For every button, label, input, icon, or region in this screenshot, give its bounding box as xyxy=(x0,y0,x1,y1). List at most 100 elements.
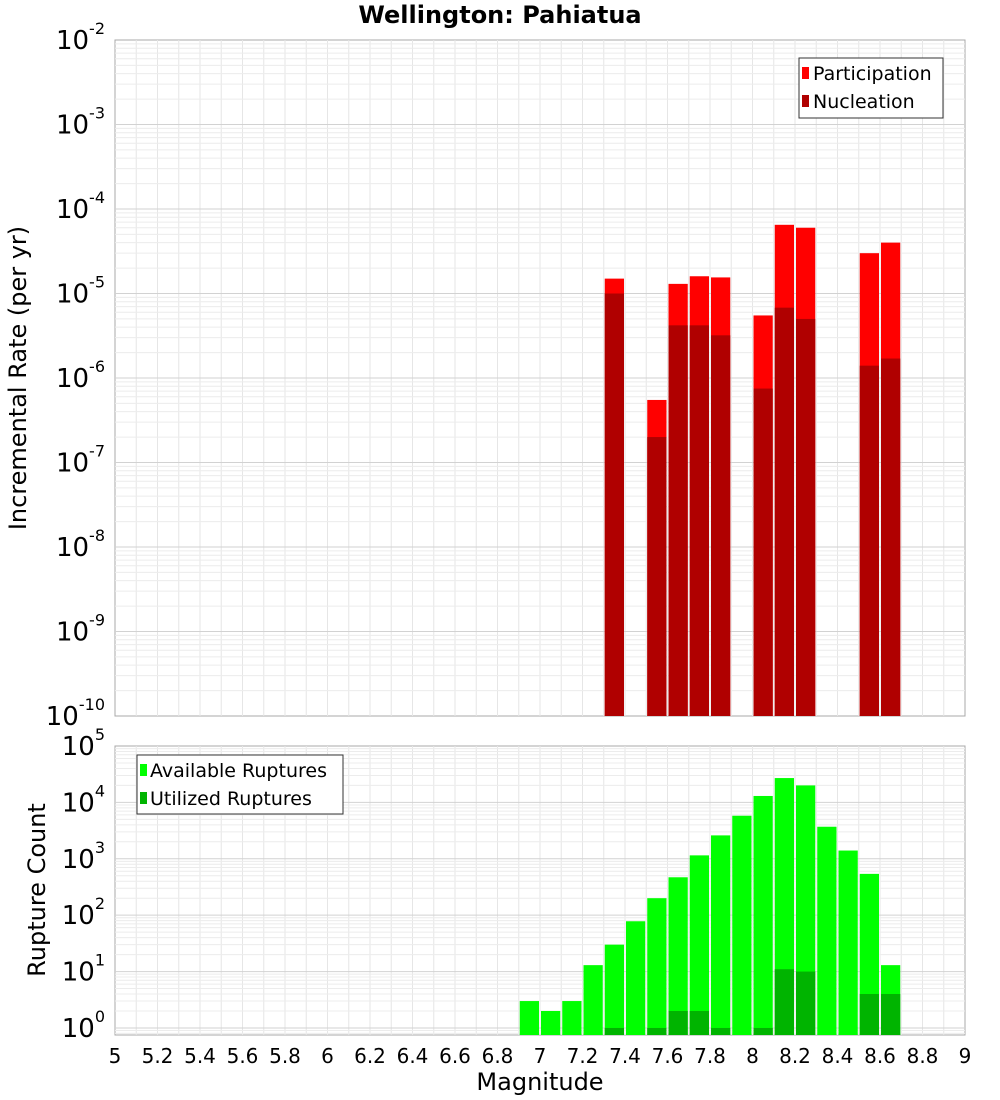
y-tick-base: 10 xyxy=(62,788,95,818)
x-tick-label-7: 7 xyxy=(534,1044,547,1068)
y-tick-exponent: -7 xyxy=(89,442,105,461)
x-tick-label-8-8: 8.8 xyxy=(907,1044,939,1068)
bottom-bars xyxy=(519,778,901,1035)
y-tick-label-rate-e4: 10-4 xyxy=(56,188,105,225)
y-tick-base: 10 xyxy=(56,195,89,225)
bar-utilized-ruptures-m8-65 xyxy=(881,994,901,1035)
y-tick-exponent: 3 xyxy=(95,838,105,857)
y-tick-base: 10 xyxy=(62,845,95,875)
x-tick-label-8: 8 xyxy=(746,1044,759,1068)
y-tick-label-rate-e2: 10-2 xyxy=(56,19,105,56)
y-tick-exponent: 1 xyxy=(95,951,105,970)
y-tick-base: 10 xyxy=(56,26,89,56)
x-tick-label-5-8: 5.8 xyxy=(269,1044,301,1068)
y-tick-label-count-e3: 103 xyxy=(62,838,105,875)
x-tick-label-8-2: 8.2 xyxy=(779,1044,811,1068)
y-tick-base: 10 xyxy=(62,901,95,931)
bar-available-ruptures-m8-35 xyxy=(817,826,837,1035)
bar-utilized-ruptures-m8-05 xyxy=(753,1027,773,1035)
bar-available-ruptures-m8-05 xyxy=(753,795,773,1035)
y-tick-label-count-e4: 104 xyxy=(62,781,105,818)
top-legend-box xyxy=(798,57,944,119)
x-tick-label-6-4: 6.4 xyxy=(397,1044,429,1068)
y-tick-exponent: -5 xyxy=(89,273,105,292)
bar-utilized-ruptures-m8-25 xyxy=(796,971,816,1035)
top-legend: Participation Nucleation xyxy=(798,57,944,119)
bar-available-ruptures-m6-95 xyxy=(519,1001,539,1035)
bar-utilized-ruptures-m7-55 xyxy=(647,1027,667,1035)
bar-available-ruptures-m8-45 xyxy=(838,850,858,1035)
bar-nucleation-m8-25 xyxy=(796,318,816,716)
y-tick-label-count-e5: 105 xyxy=(62,725,105,762)
x-tick-label-5-6: 5.6 xyxy=(227,1044,259,1068)
x-tick-label-8-6: 8.6 xyxy=(864,1044,896,1068)
y-tick-base: 10 xyxy=(56,533,89,563)
chart-title: Wellington: Pahiatua xyxy=(358,1,641,29)
bar-available-ruptures-m7-65 xyxy=(668,877,688,1035)
x-tick-label-9: 9 xyxy=(959,1044,972,1068)
y-tick-label-rate-e8: 10-8 xyxy=(56,526,105,563)
y-tick-label-rate-e5: 10-5 xyxy=(56,273,105,310)
y-tick-label-rate-e6: 10-6 xyxy=(56,357,105,394)
bar-available-ruptures-m7-25 xyxy=(583,965,603,1035)
legend-swatch-available-ruptures xyxy=(140,764,147,776)
y-tick-label-rate-e7: 10-7 xyxy=(56,442,105,479)
y-tick-label-rate-e9: 10-9 xyxy=(56,611,105,648)
y-tick-exponent: -6 xyxy=(89,357,105,376)
x-axis-label: Magnitude xyxy=(476,1068,603,1096)
bar-utilized-ruptures-m7-65 xyxy=(668,1010,688,1035)
bar-available-ruptures-m7-75 xyxy=(689,855,709,1035)
legend-swatch-utilized-ruptures xyxy=(140,792,147,804)
y-tick-base: 10 xyxy=(62,1014,95,1044)
legend-label-participation: Participation xyxy=(813,63,932,85)
bar-utilized-ruptures-m7-75 xyxy=(689,1010,709,1035)
bottom-legend: Available Ruptures Utilized Ruptures xyxy=(136,754,344,815)
y-tick-label-rate-e3: 10-3 xyxy=(56,104,105,141)
x-tick-label-7-4: 7.4 xyxy=(609,1044,641,1068)
bar-nucleation-m8-55 xyxy=(859,365,879,716)
y-tick-base: 10 xyxy=(56,111,89,141)
x-tick-label-6-6: 6.6 xyxy=(439,1044,471,1068)
y-tick-exponent: 4 xyxy=(95,781,105,800)
bar-nucleation-m7-55 xyxy=(647,437,667,716)
legend-label-nucleation: Nucleation xyxy=(813,91,915,113)
y-tick-base: 10 xyxy=(62,958,95,988)
y-tick-label-count-e1: 101 xyxy=(62,951,105,988)
x-tick-label-5-2: 5.2 xyxy=(142,1044,174,1068)
y-tick-base: 10 xyxy=(56,618,89,648)
y-tick-exponent: -9 xyxy=(89,611,105,630)
bar-available-ruptures-m7-55 xyxy=(647,898,667,1035)
bar-available-ruptures-m7-15 xyxy=(562,1001,582,1035)
x-tick-label-6-2: 6.2 xyxy=(354,1044,386,1068)
x-tick-label-5-4: 5.4 xyxy=(184,1044,216,1068)
legend-label-utilized-ruptures: Utilized Ruptures xyxy=(150,788,312,810)
bar-nucleation-m7-75 xyxy=(689,325,709,716)
y-tick-base: 10 xyxy=(56,280,89,310)
y-tick-base: 10 xyxy=(56,449,89,479)
y-tick-exponent: -4 xyxy=(89,188,105,207)
bar-available-ruptures-m7-45 xyxy=(626,921,646,1035)
bar-nucleation-m7-35 xyxy=(604,293,624,716)
bar-utilized-ruptures-m7-35 xyxy=(604,1027,624,1035)
top-gridlines xyxy=(115,40,965,716)
x-tick-label-5: 5 xyxy=(109,1044,122,1068)
y-tick-exponent: 2 xyxy=(95,894,105,913)
bar-available-ruptures-m7-85 xyxy=(711,835,731,1035)
bar-available-ruptures-m7-35 xyxy=(604,944,624,1035)
x-tick-labels: 5 5.2 5.4 5.6 5.8 6 6.2 6.4 6.6 6.8 7 7.2 7.4 7.6 7.8 8… xyxy=(109,1044,972,1068)
bar-utilized-ruptures-m8-55 xyxy=(859,994,879,1035)
y-tick-base: 10 xyxy=(56,364,89,394)
bar-nucleation-m8-15 xyxy=(774,307,794,716)
bar-available-ruptures-m7-05 xyxy=(541,1010,561,1035)
bar-available-ruptures-m7-95 xyxy=(732,815,752,1035)
bar-nucleation-m8-65 xyxy=(881,358,901,716)
y-tick-base: 10 xyxy=(62,732,95,762)
y-tick-exponent: -10 xyxy=(79,695,105,714)
top-bars xyxy=(604,224,901,717)
bar-nucleation-m7-85 xyxy=(711,335,731,716)
